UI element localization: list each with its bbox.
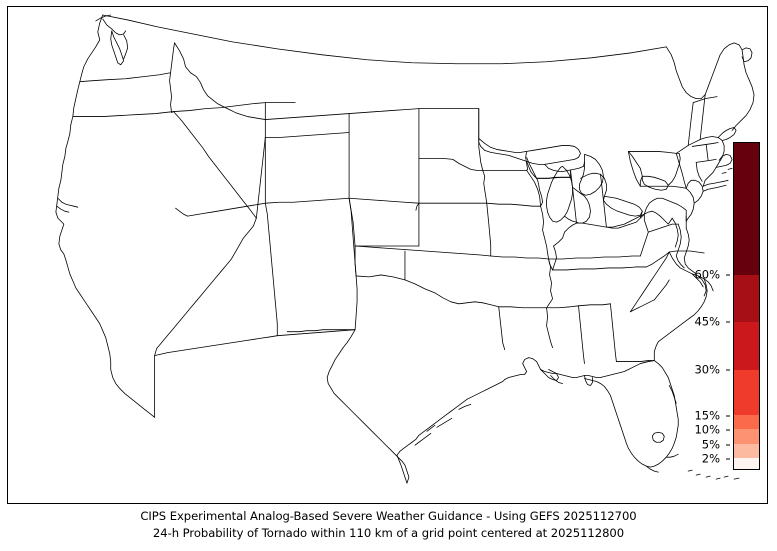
colorbar-band-30-45 bbox=[734, 321, 759, 370]
colorbar-tick-label-5: 5% bbox=[701, 437, 720, 452]
colorbar-tick-label-45: 45% bbox=[694, 314, 720, 329]
colorbar-tick-label-30: 30% bbox=[694, 362, 720, 377]
colorbar-band-2-5 bbox=[734, 444, 759, 459]
colorbar-band-45-60 bbox=[734, 275, 759, 322]
conus-map bbox=[55, 14, 755, 484]
figure-caption: CIPS Experimental Analog-Based Severe We… bbox=[0, 508, 777, 542]
colorbar-band-5-10 bbox=[734, 429, 759, 445]
colorbar-tick-label-60: 60% bbox=[694, 267, 720, 282]
colorbar-tick-mark-10 bbox=[726, 429, 730, 431]
colorbar-band-15-30 bbox=[734, 369, 759, 416]
colorbar-band-below-2 bbox=[734, 458, 759, 470]
colorbar-tick-mark-60 bbox=[726, 274, 730, 276]
colorbar-tick-mark-15 bbox=[726, 415, 730, 417]
map-axes bbox=[7, 6, 768, 504]
colorbar-tick-label-10: 10% bbox=[694, 422, 720, 437]
colorbar-tick-mark-2 bbox=[726, 458, 730, 460]
caption-line-1: CIPS Experimental Analog-Based Severe We… bbox=[140, 509, 637, 523]
caption-line-2: 24-h Probability of Tornado within 110 k… bbox=[152, 526, 625, 540]
colorbar bbox=[733, 142, 760, 470]
colorbar-tick-mark-45 bbox=[726, 321, 730, 323]
colorbar-tick-mark-5 bbox=[726, 444, 730, 446]
colorbar-tick-mark-30 bbox=[726, 369, 730, 371]
colorbar-tick-label-2: 2% bbox=[701, 451, 720, 466]
colorbar-band-10-15 bbox=[734, 415, 759, 430]
colorbar-band-above-60 bbox=[734, 143, 759, 276]
colorbar-tick-labels: 60% 45% 30% 15% 10% 5% 2% bbox=[660, 142, 730, 470]
colorbar-tick-label-15: 15% bbox=[694, 408, 720, 423]
